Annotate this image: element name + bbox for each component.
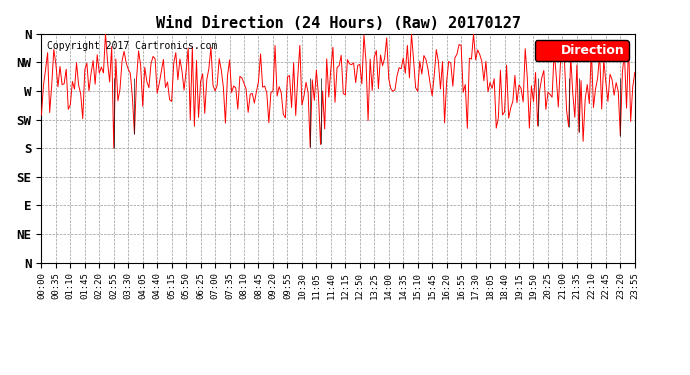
Text: Copyright 2017 Cartronics.com: Copyright 2017 Cartronics.com xyxy=(48,40,218,51)
Legend: Direction: Direction xyxy=(535,40,629,60)
Title: Wind Direction (24 Hours) (Raw) 20170127: Wind Direction (24 Hours) (Raw) 20170127 xyxy=(156,16,520,31)
